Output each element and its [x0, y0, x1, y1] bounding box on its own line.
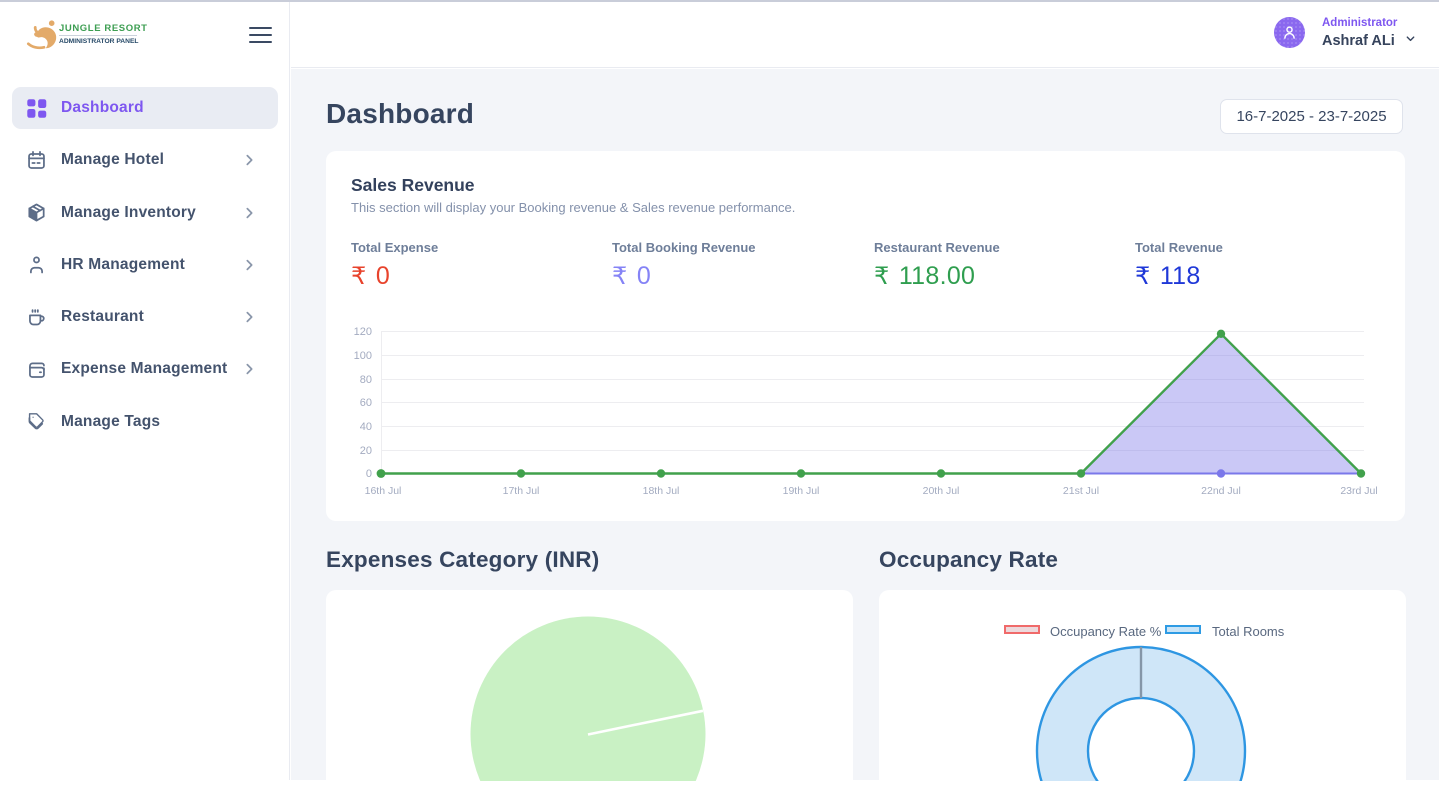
svg-text:20th Jul: 20th Jul [923, 485, 960, 497]
svg-text:17th Jul: 17th Jul [503, 485, 540, 497]
svg-text:21st Jul: 21st Jul [1063, 485, 1099, 497]
svg-text:100: 100 [354, 350, 372, 362]
svg-text:40: 40 [360, 421, 372, 433]
svg-text:16th Jul: 16th Jul [365, 485, 402, 497]
svg-text:18th Jul: 18th Jul [643, 485, 680, 497]
svg-text:23rd Jul: 23rd Jul [1340, 485, 1377, 497]
svg-text:19th Jul: 19th Jul [783, 485, 820, 497]
svg-text:60: 60 [360, 397, 372, 409]
svg-text:20: 20 [360, 445, 372, 457]
svg-text:120: 120 [354, 326, 372, 338]
svg-text:80: 80 [360, 374, 372, 386]
svg-text:0: 0 [366, 468, 372, 480]
svg-text:22nd Jul: 22nd Jul [1201, 485, 1241, 497]
